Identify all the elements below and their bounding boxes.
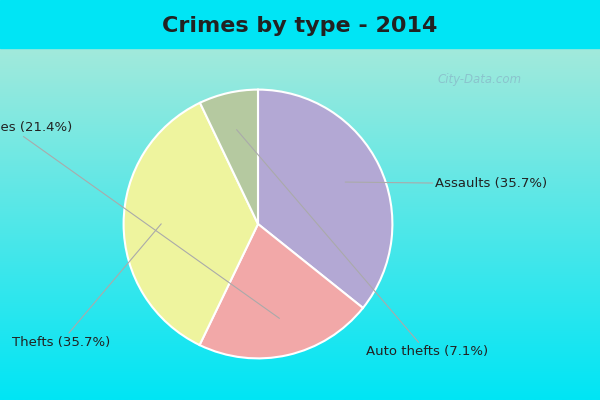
Text: Crimes by type - 2014: Crimes by type - 2014 (163, 16, 437, 36)
Text: Auto thefts (7.1%): Auto thefts (7.1%) (236, 130, 488, 358)
Wedge shape (258, 90, 392, 308)
Wedge shape (200, 224, 363, 358)
Text: Burglaries (21.4%): Burglaries (21.4%) (0, 121, 280, 318)
Text: Thefts (35.7%): Thefts (35.7%) (12, 224, 161, 349)
Wedge shape (200, 90, 258, 224)
Text: City-Data.com: City-Data.com (438, 74, 522, 86)
Text: Assaults (35.7%): Assaults (35.7%) (345, 177, 548, 190)
Wedge shape (124, 103, 258, 345)
